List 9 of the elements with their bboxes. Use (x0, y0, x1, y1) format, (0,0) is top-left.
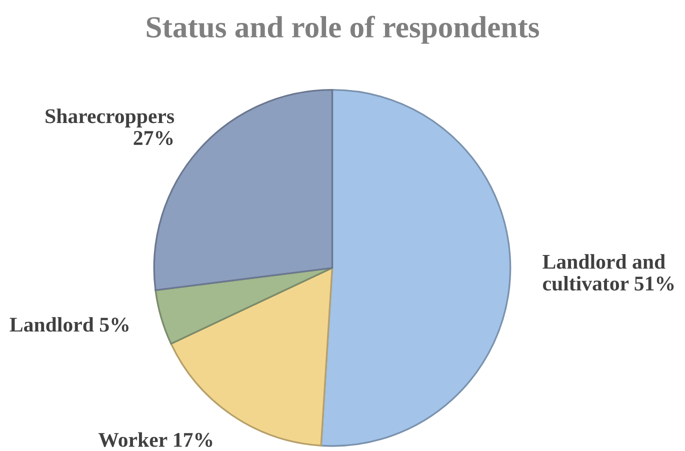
pie-slice (320, 88, 512, 447)
pie-slice (154, 267, 334, 345)
slice-label: Worker 17% (98, 432, 212, 448)
slice-label: Landlord 5% (10, 317, 128, 332)
slice-label: Landlord and cultivator 51% (542, 254, 674, 291)
pie-slice (170, 267, 334, 446)
chart-title: Status and role of respondents (146, 16, 540, 44)
slice-label: Sharecroppers (46, 108, 174, 128)
data-label: 27% (134, 130, 173, 146)
